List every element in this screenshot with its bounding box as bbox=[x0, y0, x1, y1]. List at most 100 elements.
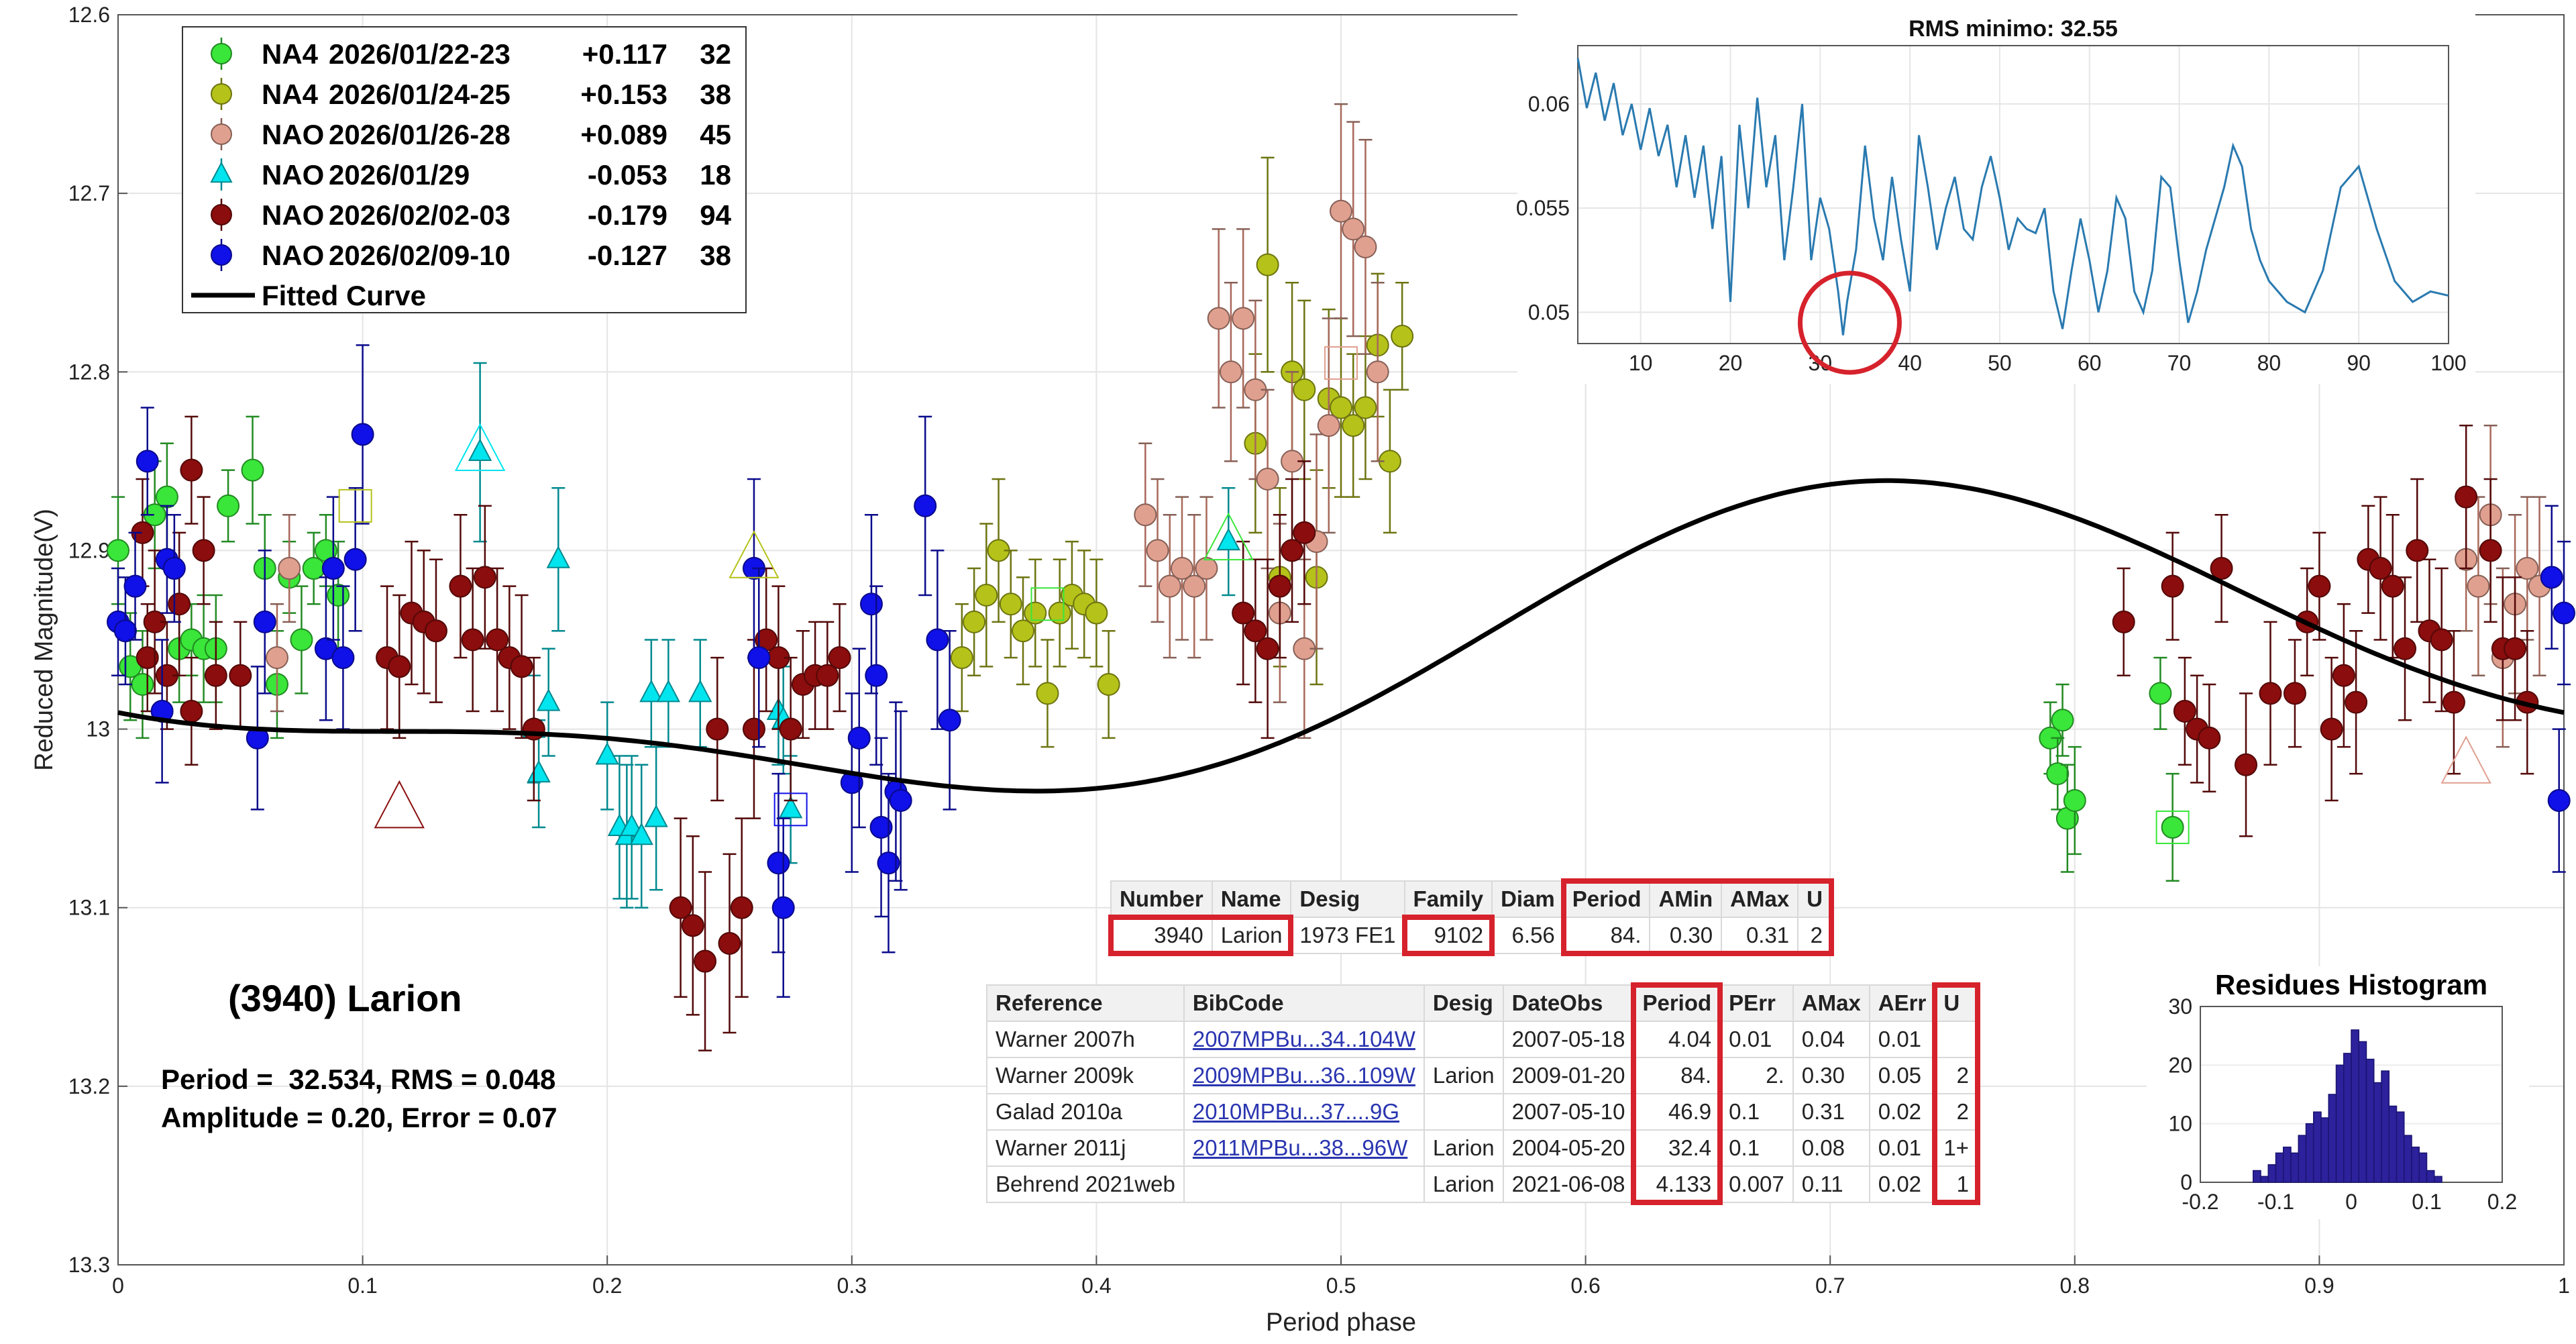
legend-date: 2026/01/29 bbox=[329, 159, 470, 191]
data-point bbox=[681, 914, 704, 937]
x-axis-label: Period phase bbox=[1266, 1308, 1416, 1337]
data-point bbox=[2046, 762, 2070, 786]
data-point bbox=[1232, 307, 1255, 330]
hist-bar bbox=[2328, 1094, 2337, 1183]
data-point bbox=[1342, 217, 1365, 241]
col-aerr: AErr bbox=[1868, 984, 1936, 1022]
hist-bar bbox=[2358, 1041, 2367, 1183]
cell-perr: 0.01 bbox=[1719, 1021, 1794, 1058]
col-period: Period bbox=[1562, 880, 1651, 918]
rms-y-tick-label: 0.05 bbox=[1528, 300, 1570, 324]
cell-perr: 0.007 bbox=[1719, 1166, 1794, 1203]
bibcode-link[interactable]: 2011MPBu...38...96W bbox=[1192, 1135, 1408, 1160]
hist-bar bbox=[2434, 1176, 2443, 1183]
legend-instrument: NA4 bbox=[262, 38, 319, 70]
data-point bbox=[2063, 789, 2086, 813]
data-point bbox=[914, 494, 937, 517]
data-point bbox=[1024, 601, 1047, 625]
data-point bbox=[123, 574, 147, 598]
hist-title: Residues Histogram bbox=[2215, 969, 2487, 1000]
data-point bbox=[2210, 557, 2233, 580]
cell-amax: 0.04 bbox=[1792, 1021, 1870, 1058]
legend-item: NAO 2026/02/09-10 -0.127 38 bbox=[211, 239, 731, 271]
data-point bbox=[816, 664, 839, 687]
rms-curve bbox=[1576, 58, 2449, 335]
hist-bar bbox=[2275, 1152, 2284, 1183]
data-point bbox=[1330, 396, 1352, 419]
cell-u: 2 bbox=[1797, 917, 1833, 954]
hist-bar bbox=[2313, 1111, 2322, 1183]
x-tick-label: 0.7 bbox=[1815, 1274, 1845, 1298]
data-point bbox=[217, 494, 240, 517]
table-row: Warner 2007h 2007MPBu...34..104W 2007-05… bbox=[986, 1021, 1978, 1058]
cell-u bbox=[1934, 1021, 1978, 1058]
legend-instrument: NAO bbox=[262, 240, 324, 271]
data-point bbox=[1012, 619, 1035, 643]
x-tick-label: 0.6 bbox=[1570, 1274, 1600, 1298]
data-point bbox=[2479, 539, 2502, 562]
legend-instrument: NAO bbox=[262, 119, 324, 150]
data-point bbox=[278, 557, 301, 580]
hist-x-tick-label: 0 bbox=[2345, 1190, 2357, 1214]
rms-x-tick-label: 80 bbox=[2257, 351, 2282, 375]
legend-instrument: NAO bbox=[262, 159, 324, 191]
legend-offset: -0.127 bbox=[588, 240, 667, 271]
legend-offset: +0.153 bbox=[580, 79, 667, 110]
data-point bbox=[2394, 637, 2417, 660]
data-point bbox=[1391, 325, 1414, 348]
cell-u: 2 bbox=[1934, 1057, 1978, 1094]
y-tick-label: 13 bbox=[86, 717, 110, 741]
data-point bbox=[2406, 539, 2429, 562]
x-tick-label: 0.1 bbox=[347, 1274, 377, 1298]
data-point bbox=[656, 679, 681, 703]
highlight-marker bbox=[1324, 346, 1358, 380]
cell-desig: Larion bbox=[1423, 1129, 1504, 1167]
hist-bar bbox=[2373, 1082, 2382, 1183]
cell-period: 84. bbox=[1562, 917, 1651, 954]
rms-x-tick-label: 50 bbox=[1988, 351, 2012, 375]
cell-dateobs: 2007-05-18 bbox=[1502, 1021, 1635, 1058]
legend-date: 2026/01/22-23 bbox=[329, 38, 511, 70]
legend-offset: +0.117 bbox=[582, 38, 667, 70]
data-point bbox=[1256, 253, 1279, 276]
cell-period: 46.9 bbox=[1633, 1093, 1721, 1131]
cell-reference: Warner 2011j bbox=[986, 1129, 1185, 1167]
data-point bbox=[468, 438, 492, 462]
data-point bbox=[2112, 610, 2135, 633]
data-point bbox=[629, 822, 653, 845]
legend-marker bbox=[211, 244, 232, 266]
data-point bbox=[2308, 574, 2331, 598]
cell-aerr: 0.02 bbox=[1868, 1166, 1936, 1203]
data-point bbox=[889, 789, 912, 813]
rms-x-tick-label: 10 bbox=[1629, 351, 1653, 375]
data-point bbox=[510, 655, 533, 678]
cell-desig bbox=[1423, 1021, 1504, 1058]
hist-bar bbox=[2283, 1146, 2292, 1183]
col-bibcode: BibCode bbox=[1183, 984, 1425, 1022]
y-tick-label: 13.3 bbox=[68, 1253, 110, 1277]
x-tick-label: 0.2 bbox=[592, 1274, 622, 1298]
cell-dateobs: 2021-06-08 bbox=[1502, 1166, 1635, 1203]
data-point bbox=[706, 717, 729, 741]
bibcode-link[interactable]: 2007MPBu...34..104W bbox=[1192, 1027, 1415, 1051]
cell-period: 4.133 bbox=[1633, 1166, 1721, 1203]
data-point bbox=[486, 628, 509, 652]
data-point bbox=[669, 896, 692, 919]
data-point bbox=[595, 741, 619, 765]
cell-amin: 0.30 bbox=[1649, 917, 1723, 954]
bibcode-link[interactable]: 2009MPBu...36..109W bbox=[1192, 1063, 1415, 1088]
bibcode-link[interactable]: 2010MPBu...37....9G bbox=[1192, 1099, 1400, 1124]
cell-bibcode: 2011MPBu...38...96W bbox=[1183, 1129, 1425, 1167]
data-point bbox=[1354, 396, 1377, 419]
data-point bbox=[828, 646, 851, 670]
legend-fit-label: Fitted Curve bbox=[262, 280, 426, 311]
data-point bbox=[1232, 601, 1255, 625]
legend: NA4 2026/01/22-23 +0.117 32 NA4 2026/01/24-25… bbox=[182, 26, 747, 313]
cell-u: 2 bbox=[1934, 1093, 1978, 1131]
hist-bar bbox=[2404, 1135, 2412, 1183]
data-point bbox=[938, 709, 961, 732]
legend-count: 45 bbox=[700, 119, 731, 150]
y-tick-label: 12.9 bbox=[68, 538, 110, 562]
data-point bbox=[1330, 199, 1352, 223]
